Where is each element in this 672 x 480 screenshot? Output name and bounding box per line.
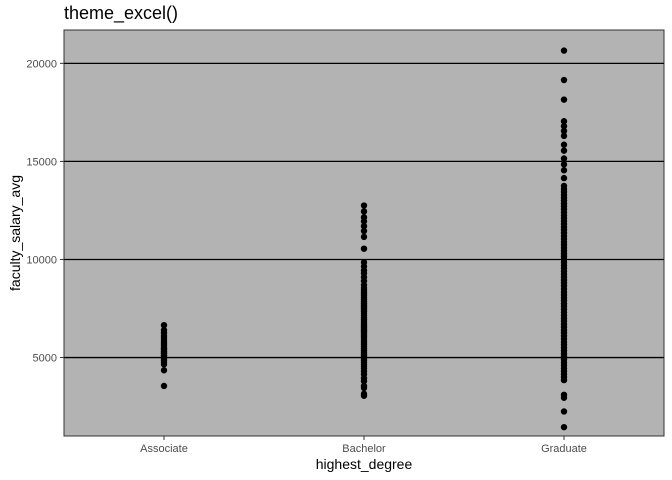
data-point	[360, 259, 368, 266]
data-point	[360, 202, 368, 209]
x-tick-label: Bachelor	[342, 443, 386, 455]
data-point	[560, 155, 568, 162]
data-point	[560, 182, 568, 190]
data-point	[560, 132, 568, 140]
data-point	[360, 214, 368, 221]
data-point	[160, 367, 168, 374]
y-axis-label: faculty_salary_avg	[7, 175, 23, 291]
data-point	[560, 391, 568, 399]
data-point	[160, 382, 168, 390]
x-axis-label: highest_degree	[315, 456, 413, 472]
data-point	[560, 147, 568, 154]
y-tick-label: 5000	[33, 353, 57, 365]
data-point	[360, 208, 368, 215]
data-point	[360, 233, 368, 241]
x-tick-label: Graduate	[541, 443, 587, 455]
data-point	[160, 326, 168, 334]
data-point	[360, 390, 368, 398]
data-point	[560, 76, 568, 84]
data-point	[560, 47, 568, 54]
data-point	[560, 122, 568, 130]
data-point	[560, 118, 568, 125]
data-point	[560, 167, 568, 174]
data-point	[560, 174, 568, 182]
data-point	[560, 161, 568, 168]
y-tick-label: 20000	[26, 58, 57, 70]
data-point	[360, 222, 368, 230]
y-tick-label: 15000	[26, 156, 57, 168]
y-tick-label: 10000	[26, 254, 57, 266]
data-point	[560, 408, 568, 415]
data-point	[360, 245, 368, 252]
chart-title: theme_excel()	[64, 3, 179, 23]
x-tick-label: Associate	[140, 443, 188, 455]
data-point	[360, 227, 368, 235]
data-point	[560, 127, 568, 135]
data-point	[360, 382, 368, 390]
data-point	[560, 141, 568, 148]
data-point	[560, 96, 568, 103]
data-point	[560, 423, 568, 431]
data-point	[160, 321, 168, 329]
